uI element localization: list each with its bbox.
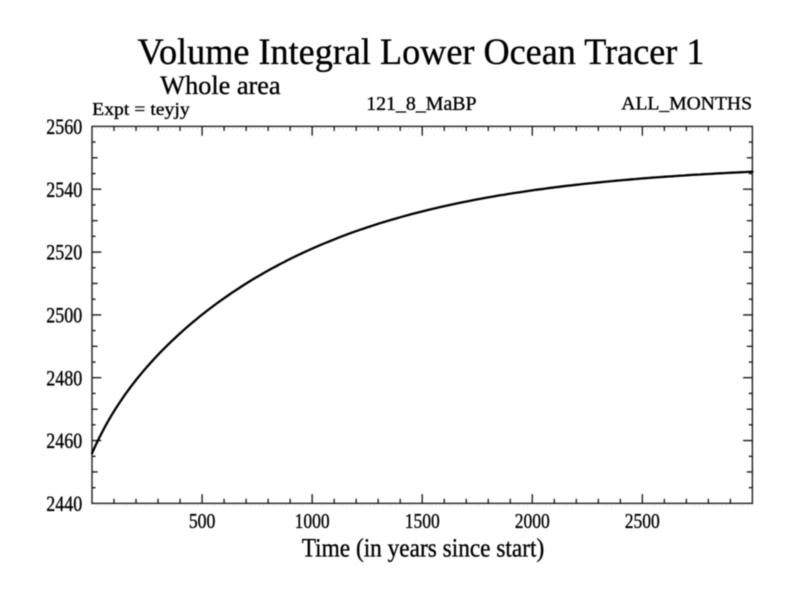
svg-text:ALL_MONTHS: ALL_MONTHS [621, 95, 752, 115]
svg-text:Expt = teyjy: Expt = teyjy [92, 99, 190, 119]
svg-text:2500: 2500 [46, 303, 82, 328]
svg-text:2520: 2520 [46, 240, 82, 265]
svg-text:1000: 1000 [295, 509, 330, 533]
svg-text:2560: 2560 [46, 114, 82, 139]
svg-text:2540: 2540 [46, 177, 82, 202]
svg-text:500: 500 [189, 509, 216, 533]
svg-text:Time (in years since start): Time (in years since start) [302, 533, 545, 563]
svg-text:121_8_MaBP: 121_8_MaBP [366, 93, 476, 115]
svg-text:1500: 1500 [405, 509, 440, 533]
svg-text:2480: 2480 [46, 365, 82, 390]
svg-text:Volume Integral Lower Ocean Tr: Volume Integral Lower Ocean Tracer 1 [138, 32, 705, 73]
svg-text:2460: 2460 [46, 428, 82, 453]
svg-text:2440: 2440 [46, 491, 82, 516]
svg-text:2000: 2000 [515, 509, 550, 533]
svg-text:2500: 2500 [625, 509, 660, 533]
svg-text:Whole area: Whole area [160, 71, 281, 100]
